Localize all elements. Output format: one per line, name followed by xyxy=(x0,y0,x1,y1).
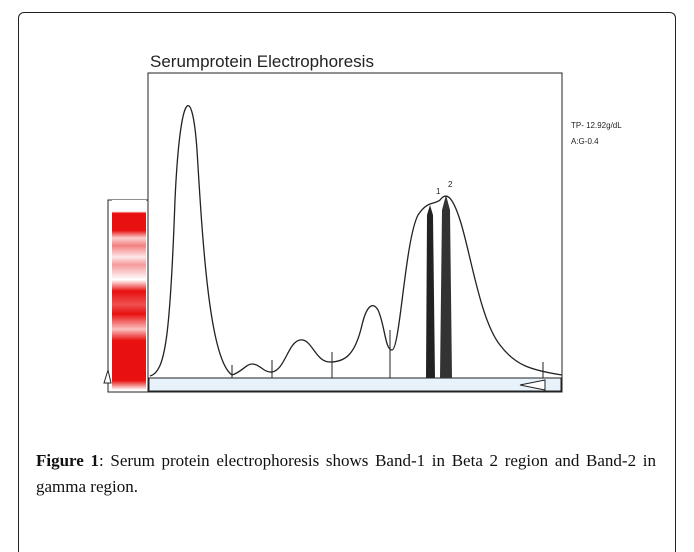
band-2 xyxy=(440,195,452,378)
annotation: A:G-0.4 xyxy=(571,137,599,146)
figure: Serumprotein Electrophoresis 1 2 TP- 12.… xyxy=(0,0,694,440)
band-label: 1 xyxy=(436,187,441,196)
caption: Figure 1: Serum protein electrophoresis … xyxy=(36,448,656,500)
baseline-strip xyxy=(149,378,561,391)
page: Serumprotein Electrophoresis 1 2 TP- 12.… xyxy=(0,0,694,540)
caption-label: Figure 1 xyxy=(36,451,99,470)
density-curve xyxy=(150,106,562,376)
band-1 xyxy=(426,205,435,378)
figure-title: Serumprotein Electrophoresis xyxy=(150,52,374,71)
caption-text: : Serum protein electrophoresis shows Ba… xyxy=(36,451,656,496)
gel-strip xyxy=(112,200,146,390)
annotation: TP- 12.92g/dL xyxy=(571,121,622,130)
band-label: 2 xyxy=(448,180,453,189)
